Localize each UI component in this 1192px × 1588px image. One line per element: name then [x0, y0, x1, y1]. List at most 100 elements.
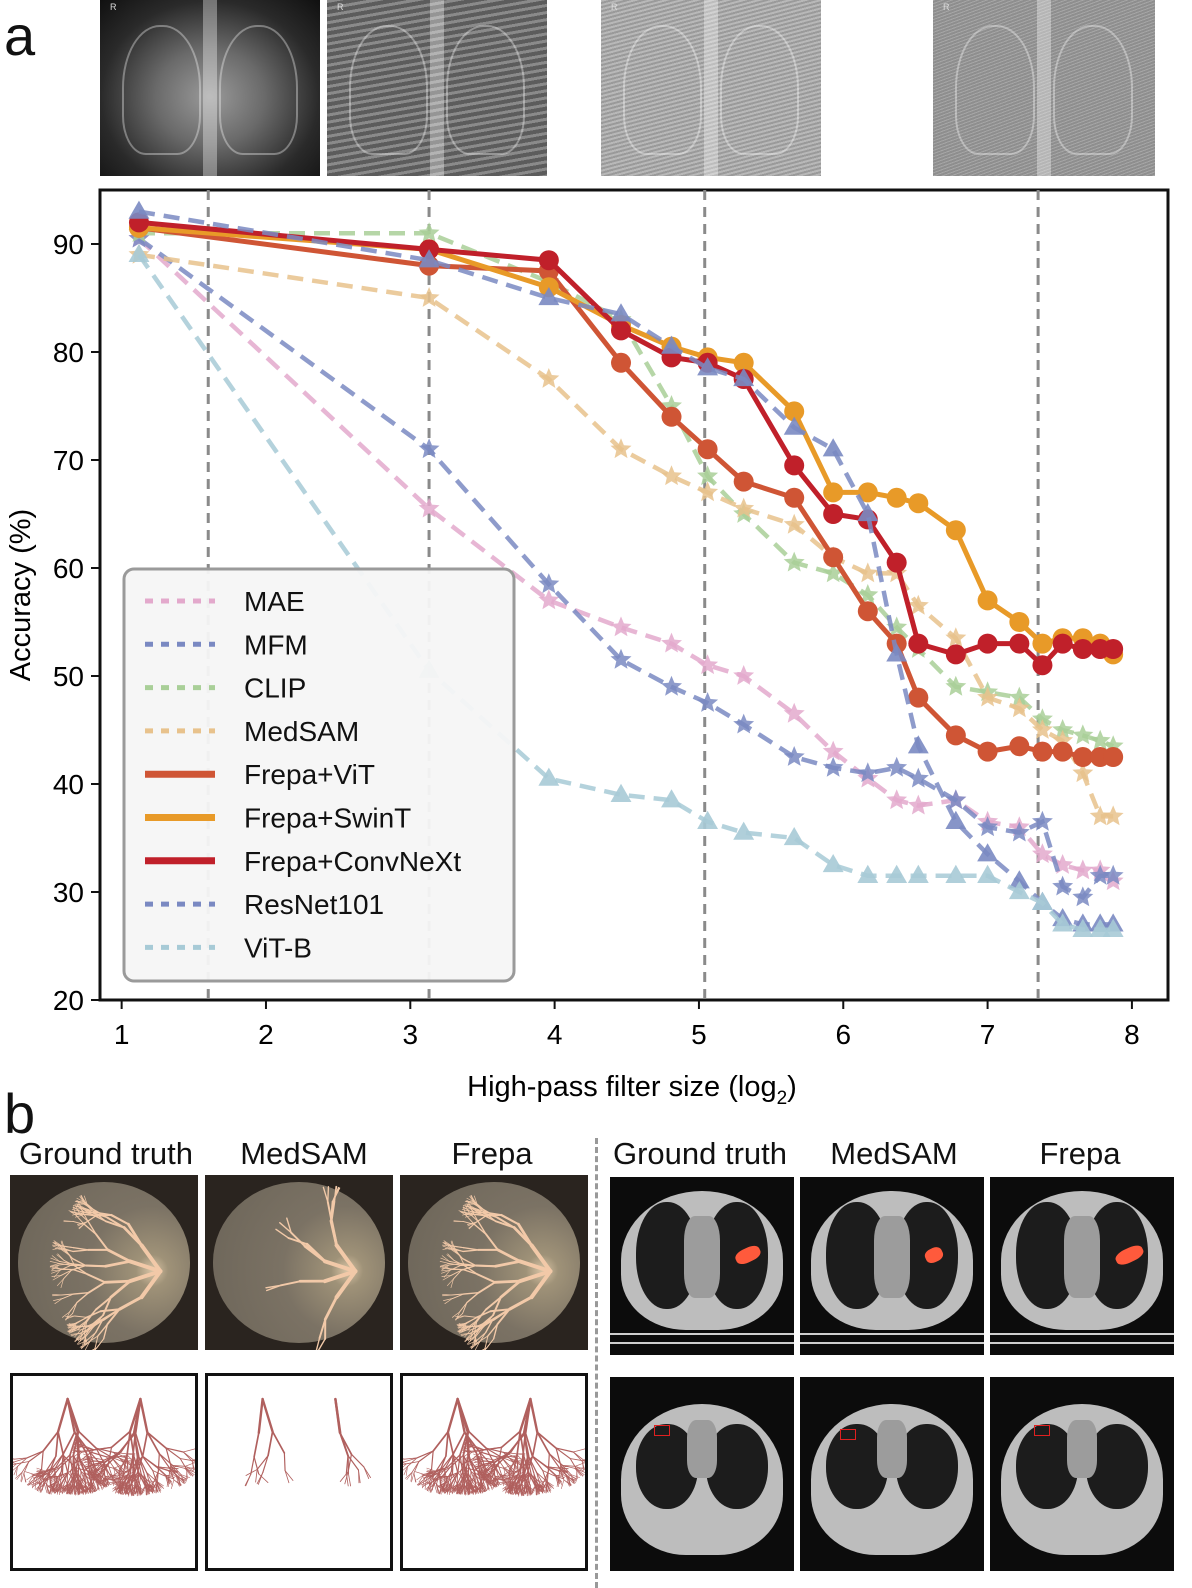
airway-segment	[569, 1458, 584, 1462]
airway-segment	[509, 1473, 519, 1484]
y-tick-label: 20	[53, 985, 84, 1016]
vessel-segment	[61, 1249, 70, 1256]
airway-segment	[452, 1454, 459, 1474]
vessel-segment	[465, 1316, 477, 1324]
airway-segment	[486, 1481, 490, 1491]
airway-segment	[526, 1486, 532, 1496]
airway-segment	[75, 1472, 85, 1483]
airway-segment	[555, 1447, 574, 1453]
vessel-segment	[443, 1240, 452, 1247]
airway-segment	[256, 1472, 264, 1485]
airway-segment	[52, 1466, 61, 1478]
data-point	[886, 616, 908, 637]
airway-segment	[75, 1457, 85, 1463]
data-point	[733, 497, 755, 518]
y-tick-label: 90	[53, 229, 84, 260]
vessel-segment	[74, 1334, 82, 1343]
airway-segment	[79, 1457, 85, 1467]
airway-segment	[184, 1467, 195, 1469]
airway-segment	[519, 1474, 524, 1488]
airway-segment	[23, 1461, 30, 1474]
airway-segment	[123, 1482, 130, 1491]
data-point	[697, 810, 719, 829]
airway-segment	[146, 1482, 151, 1492]
data-point	[784, 487, 805, 508]
airway-segment	[58, 1471, 69, 1482]
airway-segment	[52, 1483, 59, 1492]
airway-segment	[93, 1446, 113, 1451]
vessel-segment	[104, 1220, 126, 1229]
airway-segment	[28, 1479, 37, 1486]
vessel-segment	[441, 1269, 452, 1272]
vessel-segment	[103, 1279, 132, 1284]
airway-segment	[463, 1450, 472, 1457]
airway-segment	[59, 1472, 63, 1486]
airway-segment	[34, 1479, 37, 1490]
vessel-segment	[61, 1240, 66, 1250]
airway-segment	[76, 1484, 82, 1494]
airway-segment	[122, 1455, 128, 1474]
vessel-segment	[330, 1219, 338, 1247]
airway-segment	[84, 1481, 93, 1488]
data-point	[886, 789, 908, 810]
airway-segment	[545, 1483, 548, 1494]
vessel-segment	[442, 1294, 452, 1296]
airway-segment	[62, 1431, 76, 1455]
airway-segment	[134, 1431, 144, 1457]
airway-segment	[133, 1484, 136, 1494]
vessel-segment	[303, 1244, 327, 1263]
series-mfm	[128, 227, 1124, 907]
vessel-segment	[51, 1255, 60, 1262]
vessel-segment	[443, 1269, 451, 1278]
airway-segment	[137, 1472, 140, 1486]
airway-segment	[75, 1452, 82, 1460]
airway-segment	[425, 1482, 433, 1490]
vessel-segment	[484, 1335, 489, 1349]
data-point	[945, 810, 967, 829]
vessel-segment	[466, 1292, 480, 1304]
airway-segment	[80, 1470, 86, 1484]
vessel-segment	[110, 1214, 130, 1226]
data-point	[697, 692, 719, 712]
airway-segment	[56, 1454, 71, 1468]
vessel-segment	[494, 1259, 522, 1268]
airway-segment	[31, 1478, 35, 1489]
vessel-segment	[104, 1259, 132, 1268]
vessel-segment	[456, 1322, 467, 1326]
vessel-segment	[466, 1200, 476, 1204]
airway-segment	[49, 1482, 56, 1491]
airway-segment	[519, 1486, 523, 1497]
vessel-segment	[460, 1332, 471, 1337]
vessel-segment	[74, 1315, 87, 1318]
data-point	[733, 713, 755, 734]
vessel-segment	[471, 1208, 483, 1216]
vessel-segment	[86, 1273, 107, 1284]
airway-segment	[434, 1483, 438, 1494]
airway-segment	[515, 1474, 521, 1487]
airway-segment	[500, 1430, 521, 1449]
airway-segment	[41, 1450, 44, 1470]
panel-divider	[595, 1138, 598, 1588]
vessel-segment	[58, 1263, 72, 1266]
data-point	[1072, 918, 1094, 937]
panel-a-label: a	[4, 4, 36, 67]
airway-segment	[518, 1486, 522, 1497]
vessel-segment	[464, 1334, 472, 1343]
data-point	[823, 547, 844, 568]
vessel-segment	[266, 1284, 282, 1292]
airway-segment	[118, 1468, 131, 1476]
airway-ground-truth-image	[10, 1373, 198, 1571]
vessel-segment	[470, 1211, 484, 1214]
vessel-segment	[60, 1241, 65, 1251]
x-axis-label: High-pass filter size (log2)	[467, 1071, 797, 1109]
airway-segment	[88, 1451, 107, 1458]
vessel-segment	[481, 1347, 487, 1350]
airway-segment	[75, 1438, 83, 1446]
airway-segment	[62, 1454, 69, 1474]
vessel-segment	[469, 1213, 483, 1216]
data-point	[418, 287, 440, 307]
airway-segment	[56, 1397, 69, 1433]
vessel-segment	[68, 1254, 76, 1267]
airway-segment	[171, 1479, 175, 1489]
airway-segment	[146, 1431, 167, 1449]
